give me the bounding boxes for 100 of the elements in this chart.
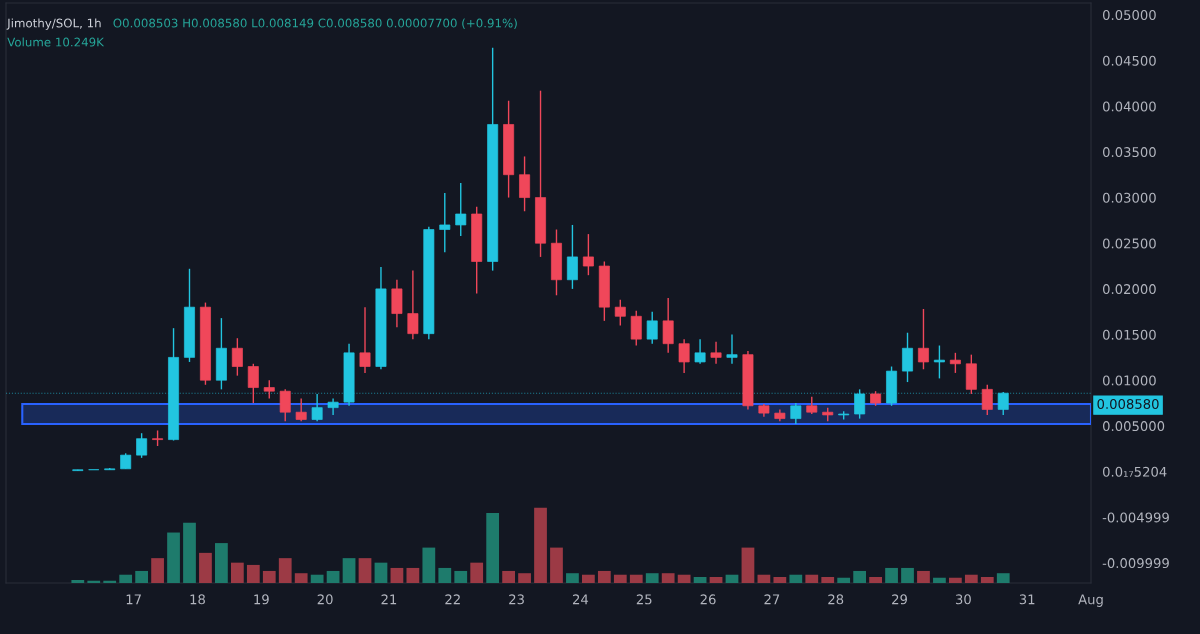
bar [837,577,851,583]
bar [534,507,547,583]
candlestick [439,192,451,254]
bar [310,574,324,583]
y-tick-label: 0.0₁₇5204 [1102,466,1167,477]
bar [199,552,212,583]
bar [597,570,611,583]
y-tick-label: 0.01500 [1102,329,1156,340]
candlestick [918,308,929,370]
bar [406,567,420,583]
bar [246,564,260,583]
candlestick [279,388,291,423]
candlestick [407,269,419,340]
candlestick [790,402,802,425]
bar [693,576,707,583]
bar [422,547,436,583]
x-tick-label: 19 [254,594,269,605]
x-tick-label: 23 [509,594,524,605]
x-tick-label: 18 [190,594,205,605]
bar [470,562,484,583]
y-tick-label: 0.01000 [1102,375,1156,386]
candlestick [231,337,243,377]
bar [901,567,914,583]
x-tick-label: 27 [764,594,780,605]
candlestick [263,379,275,400]
bar [438,567,452,583]
bar [933,577,946,583]
bar [486,512,500,583]
bar [454,570,468,583]
bar [518,573,531,583]
x-tick-label: 21 [381,594,397,605]
bar [278,558,292,583]
y-tick-label: 0.005000 [1102,421,1165,432]
candlestick [854,388,866,420]
bar [71,579,85,583]
bar [326,570,340,583]
bar [757,574,771,583]
candlestick [981,384,993,416]
bar [390,567,404,583]
candlestick [902,332,913,383]
candlestick [630,310,642,347]
annotation: Volume 10.249K [7,37,105,47]
bar [885,567,898,583]
bar [741,547,755,583]
x-tick-label: 29 [892,594,907,605]
x-tick-label: 30 [955,594,971,605]
candlestick [646,311,658,345]
bar [805,574,819,583]
bar [262,570,276,583]
candlestick [136,432,148,459]
bar [151,558,164,583]
bar [821,576,835,583]
bar [917,570,930,583]
y-tick-label: -0.009999 [1102,558,1169,569]
bar [980,576,994,583]
bar [87,580,101,583]
text: Jimothy/SOL, 1h [6,18,101,30]
candlestick [359,306,371,374]
candlestick [519,155,531,212]
bar [550,547,563,583]
y-tick-label: -0.004999 [1102,512,1169,523]
y-tick-label: 0.03000 [1102,192,1156,203]
candlestick [997,391,1009,416]
x-tick-label: 28 [828,594,844,605]
bar [230,562,244,583]
bar [613,574,627,583]
bar [709,576,723,583]
bar [566,573,579,583]
x-tick-label: 31 [1019,594,1035,605]
candlestick [582,233,594,276]
bar [582,574,595,583]
candlestick [949,352,961,374]
y-tick-label: 0.02500 [1102,238,1156,249]
bar [215,543,228,583]
candlestick [933,344,945,380]
candlestick [311,393,323,423]
x-tick-label: 24 [572,594,589,605]
bar [661,573,675,583]
bar [183,522,196,583]
y-tick-label: 0.05000 [1102,10,1156,21]
x-tick-label: 26 [700,594,716,605]
bar [645,573,659,583]
bar [294,573,308,583]
bar [342,558,356,583]
bar [629,574,643,583]
bar [374,562,388,583]
y-tick-label: 0.03500 [1102,147,1156,158]
candlestick [455,182,467,237]
candlestick [566,224,578,290]
bar [948,577,962,583]
y-tick-label: 0.02000 [1102,284,1156,295]
x-tick-label: 20 [317,594,333,605]
bar [964,574,978,583]
candlestick [726,333,738,365]
x-tick-label: 17 [126,594,141,605]
candlestick [614,299,626,327]
x-tick-label: 22 [445,594,460,605]
candlestick [247,363,259,404]
bar [103,580,117,583]
bar [773,576,787,583]
